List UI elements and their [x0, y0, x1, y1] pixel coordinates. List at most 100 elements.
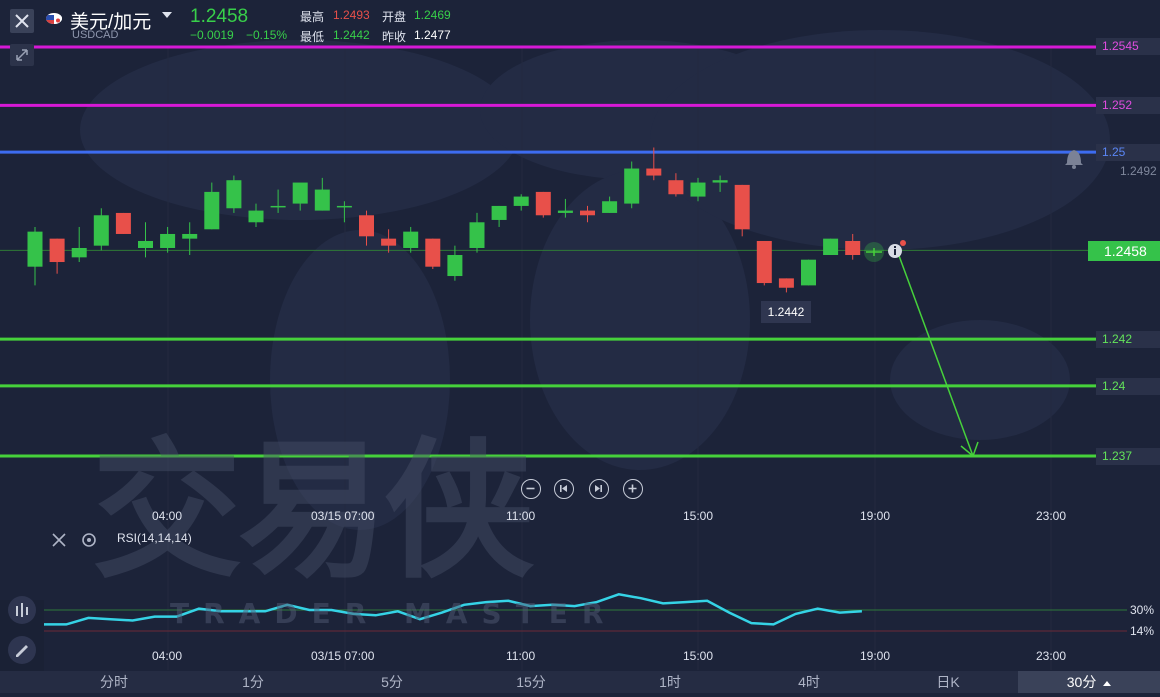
tab-1m[interactable]: 1分: [242, 674, 264, 690]
candle[interactable]: [668, 173, 684, 197]
candle[interactable]: [801, 259, 816, 286]
price-tag-1-2545: 1.2545: [1096, 38, 1160, 55]
candle-body: [690, 182, 706, 197]
rsi-level-14: 14%: [1130, 624, 1155, 638]
high-value: 1.2493: [333, 8, 370, 22]
candle-body: [49, 238, 65, 263]
zoom-in-button[interactable]: [623, 479, 643, 499]
info-icon[interactable]: [888, 240, 906, 258]
candle[interactable]: [469, 212, 485, 253]
time-label-bottom: 04:00: [152, 649, 183, 663]
tab-daily[interactable]: 日K: [936, 674, 960, 690]
skip-back-button[interactable]: [554, 479, 574, 499]
low-marker-tag: 1.2442: [761, 301, 811, 323]
time-label-bottom: 03/15 07:00: [311, 649, 375, 663]
candle[interactable]: [49, 238, 65, 274]
candle-body: [138, 240, 153, 248]
candle[interactable]: [292, 182, 308, 211]
candle[interactable]: [756, 240, 772, 286]
candle-body: [270, 205, 286, 208]
draw-tools-button[interactable]: [8, 636, 36, 664]
candle-body: [93, 215, 109, 246]
candle[interactable]: [336, 201, 352, 223]
candle[interactable]: [535, 191, 551, 218]
symbol-name[interactable]: 美元/加元: [70, 12, 152, 33]
candle[interactable]: [182, 222, 198, 256]
candle[interactable]: [270, 189, 286, 213]
tab-4h[interactable]: 4时: [798, 674, 820, 690]
skip-forward-button[interactable]: [589, 479, 609, 499]
candle[interactable]: [712, 175, 728, 192]
candle[interactable]: [403, 226, 419, 253]
candle[interactable]: [646, 147, 662, 181]
tab-tick[interactable]: 分时: [100, 674, 128, 690]
candle[interactable]: [845, 233, 861, 260]
candle-body: [845, 240, 861, 256]
candle-body: [447, 255, 463, 277]
candle[interactable]: [447, 245, 463, 281]
watermark-en: TRADER MASTER: [170, 597, 618, 630]
chevron-down-icon[interactable]: [162, 12, 172, 18]
expand-button[interactable]: [10, 44, 34, 66]
high-label: 最高: [300, 10, 325, 24]
candle[interactable]: [580, 205, 595, 223]
prev-close-value: 1.2477: [414, 28, 451, 42]
candle[interactable]: [425, 238, 441, 270]
candle[interactable]: [513, 194, 529, 211]
candle[interactable]: [734, 184, 750, 237]
candle[interactable]: [491, 205, 507, 227]
indicator-button[interactable]: [8, 596, 36, 624]
candle[interactable]: [602, 196, 618, 213]
candle[interactable]: [690, 177, 706, 202]
projection-arrow[interactable]: [896, 250, 979, 458]
candle-body: [491, 205, 507, 220]
current-price-tag: 1.2458: [1088, 241, 1160, 261]
candle[interactable]: [381, 229, 397, 253]
candle-body: [557, 210, 573, 213]
candle-body: [756, 240, 772, 284]
candle[interactable]: [27, 226, 43, 286]
price-tag-1-24: 1.24: [1096, 378, 1160, 395]
candle-body: [248, 210, 264, 223]
candle-body: [425, 238, 441, 267]
tab-1h[interactable]: 1时: [659, 674, 681, 690]
candle[interactable]: [359, 210, 374, 246]
tab-15m[interactable]: 15分: [516, 674, 546, 690]
price-tag-1-237: 1.237: [1096, 448, 1160, 465]
candle-body: [160, 233, 176, 248]
time-label: 15:00: [683, 509, 714, 523]
candle[interactable]: [93, 208, 109, 251]
time-label-bottom: 11:00: [506, 649, 536, 663]
candle[interactable]: [204, 182, 220, 230]
time-label: 03/15 07:00: [311, 509, 375, 523]
candle-body: [115, 212, 131, 234]
candle[interactable]: [71, 226, 87, 263]
candle[interactable]: [226, 175, 242, 213]
tab-5m[interactable]: 5分: [381, 674, 403, 690]
flag-icon: [46, 13, 62, 24]
zoom-out-button[interactable]: [521, 479, 541, 499]
candle-body: [513, 196, 529, 206]
settings-icon[interactable]: [80, 531, 98, 549]
candle[interactable]: [115, 212, 131, 234]
candle[interactable]: [160, 226, 176, 253]
candle-body: [469, 222, 485, 248]
candle[interactable]: [138, 222, 153, 258]
candle-body: [71, 247, 87, 258]
candle[interactable]: [557, 198, 573, 218]
candle[interactable]: [624, 161, 640, 209]
tab-30m[interactable]: 30分: [1018, 671, 1160, 693]
price-tag-1-2492: 1.2492: [1120, 164, 1157, 178]
indicator-icon: [16, 603, 28, 617]
price-tag-1-25: 1.25: [1096, 144, 1160, 161]
candle[interactable]: [778, 278, 794, 293]
close-icon: [15, 14, 29, 28]
alarm-bell-icon[interactable]: [1065, 150, 1083, 169]
skip-forward-icon: [595, 485, 602, 492]
close-button[interactable]: [10, 9, 34, 33]
close-indicator-icon[interactable]: [50, 531, 68, 549]
candle[interactable]: [314, 177, 330, 211]
candle-body: [204, 191, 220, 230]
candle[interactable]: [823, 238, 839, 256]
candle[interactable]: [248, 203, 264, 227]
